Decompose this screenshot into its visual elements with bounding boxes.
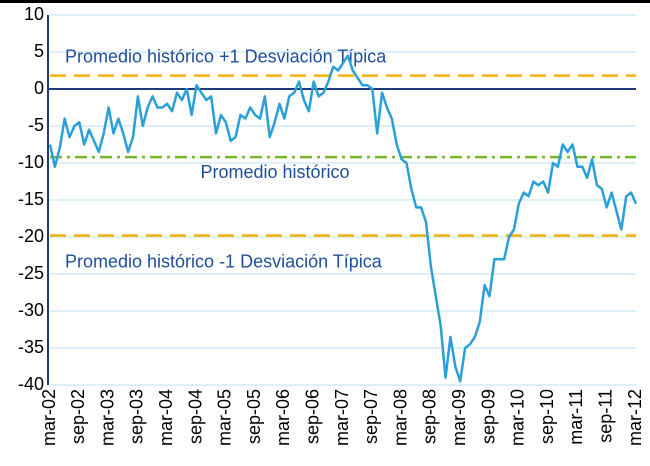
x-tick-label: sep-10 <box>537 389 557 444</box>
y-tick-label: 0 <box>34 78 44 98</box>
x-tick-label: mar-10 <box>508 389 528 446</box>
y-tick-label: -10 <box>18 152 44 172</box>
top-border <box>0 0 650 3</box>
x-tick-label: mar-08 <box>390 389 410 446</box>
x-tick-label: sep-11 <box>595 389 615 443</box>
y-tick-label: -40 <box>18 374 44 394</box>
x-tick-label: sep-07 <box>361 389 381 444</box>
reference-label: Promedio histórico -1 Desviación Típica <box>65 251 383 271</box>
reference-label: Promedio histórico <box>200 162 349 182</box>
x-tick-label: mar-04 <box>156 389 176 446</box>
x-tick-label: mar-07 <box>332 389 352 446</box>
y-tick-label: 10 <box>24 4 44 24</box>
y-tick-label: 5 <box>34 41 44 61</box>
y-tick-label: -35 <box>18 337 44 357</box>
x-tick-label: sep-03 <box>127 389 147 444</box>
data-line <box>48 54 638 383</box>
y-tick-label: -30 <box>18 300 44 320</box>
x-tick-label: mar-05 <box>215 389 235 446</box>
y-tick-label: -15 <box>18 189 44 209</box>
x-tick-label: mar-09 <box>449 389 469 446</box>
x-tick-label: sep-08 <box>420 389 440 444</box>
x-tick-label: mar-11 <box>566 389 586 445</box>
x-tick-label: sep-05 <box>244 389 264 444</box>
x-tick-label: sep-06 <box>302 389 322 444</box>
x-tick-label: mar-12 <box>625 389 645 446</box>
x-tick-label: mar-02 <box>39 389 59 446</box>
y-tick-label: -20 <box>18 226 44 246</box>
x-tick-label: mar-06 <box>273 389 293 446</box>
x-tick-label: mar-03 <box>97 389 117 446</box>
x-tick-label: sep-04 <box>185 389 205 444</box>
x-tick-label: sep-09 <box>478 389 498 444</box>
y-tick-label: -25 <box>18 263 44 283</box>
x-tick-label: sep-02 <box>68 389 88 444</box>
y-tick-label: -5 <box>28 115 44 135</box>
reference-label: Promedio histórico +1 Desviación Típica <box>65 46 387 66</box>
